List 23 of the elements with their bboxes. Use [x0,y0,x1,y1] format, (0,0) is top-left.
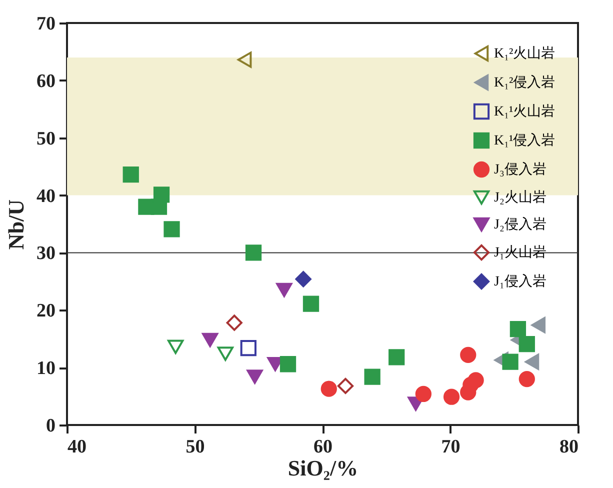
legend-label: J₂侵入岩 [494,216,546,232]
y-axis-title: Nb/U [4,199,28,250]
legend-label: J₃侵入岩 [494,162,546,178]
legend-label: K₁²火山岩 [494,46,556,62]
y-tick-label: 10 [36,358,56,380]
x-tick-label: 80 [560,436,578,458]
legend-label: K₁¹火山岩 [494,104,556,120]
y-tick-label: 30 [36,243,56,264]
y-tick-label: 70 [36,14,56,34]
legend-label: J₂火山岩 [494,190,546,206]
y-tick-label: 20 [36,300,56,322]
legend-label: J₁侵入岩 [494,274,546,290]
y-tick-label: 0 [46,416,56,436]
x-tick-label: 60 [314,436,332,458]
y-tick-label: 60 [36,70,56,92]
x-axis-title: SiO₂/% [288,456,358,480]
x-tick-label: 70 [441,436,460,458]
legend-label: K₁¹侵入岩 [494,132,556,148]
y-tick-label: 50 [36,128,56,150]
y-tick-label: 40 [36,186,56,207]
x-tick-label: 40 [68,436,86,458]
x-tick-label: 50 [186,436,205,458]
legend-label: K₁²侵入岩 [494,74,556,90]
